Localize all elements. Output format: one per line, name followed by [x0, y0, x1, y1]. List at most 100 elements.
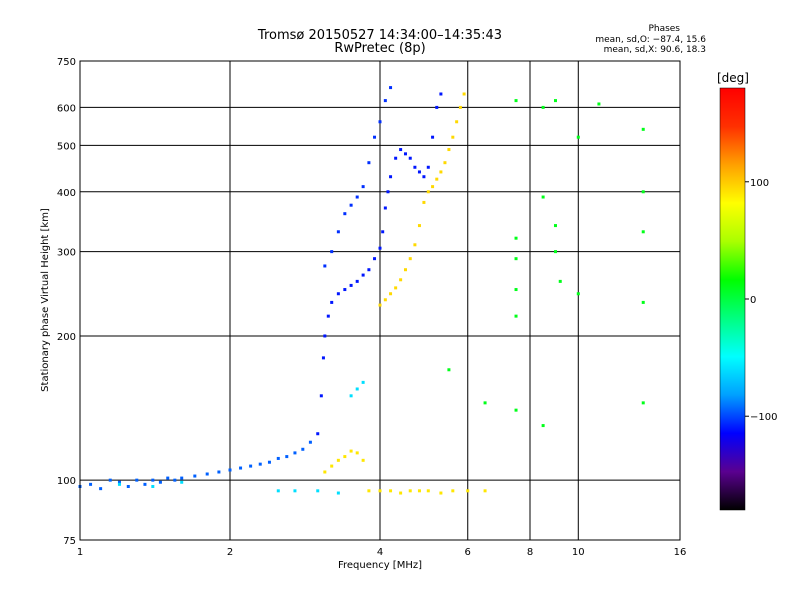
data-point: [394, 156, 398, 160]
phases-o-stats: mean, sd,O: −87.4, 15.6: [595, 35, 706, 45]
data-point: [413, 243, 417, 247]
data-point: [389, 175, 393, 179]
data-point: [408, 156, 412, 160]
data-point: [361, 273, 365, 277]
data-point: [319, 394, 323, 398]
data-point: [117, 482, 121, 486]
x-tick-label: 10: [572, 547, 585, 558]
data-point: [367, 489, 371, 493]
data-point: [462, 92, 466, 96]
data-point: [403, 152, 407, 156]
data-point: [343, 212, 347, 216]
data-point: [336, 458, 340, 462]
data-point: [355, 279, 359, 283]
data-point: [483, 489, 487, 493]
data-point: [349, 203, 353, 207]
x-tick-label: 6: [465, 547, 471, 558]
data-point: [641, 300, 645, 304]
colorbar-tick-label: 0: [750, 295, 756, 306]
data-point: [323, 264, 327, 268]
data-point: [323, 334, 327, 338]
data-point: [426, 489, 430, 493]
data-point: [258, 462, 262, 466]
data-point: [193, 474, 197, 478]
data-point: [301, 447, 305, 451]
data-point: [399, 278, 403, 282]
data-point: [383, 298, 387, 302]
data-point: [158, 480, 162, 484]
data-point: [228, 468, 232, 472]
data-point: [597, 102, 601, 106]
data-point: [330, 300, 334, 304]
data-point: [413, 165, 417, 169]
x-tick-label: 16: [674, 547, 687, 558]
data-point: [180, 480, 184, 484]
data-point: [249, 464, 253, 468]
data-point: [336, 230, 340, 234]
data-point: [355, 451, 359, 455]
data-point: [431, 135, 435, 139]
colorbar: [719, 87, 746, 511]
data-point: [408, 489, 412, 493]
data-point: [514, 236, 518, 240]
data-point: [439, 170, 443, 174]
data-point: [426, 165, 430, 169]
data-point: [143, 482, 147, 486]
data-point: [399, 491, 403, 495]
data-point: [276, 489, 280, 493]
data-point: [293, 489, 297, 493]
data-point: [126, 484, 130, 488]
data-point: [378, 246, 382, 250]
data-point: [276, 456, 280, 460]
data-point: [89, 482, 93, 486]
x-axis-label: Frequency [MHz]: [338, 560, 422, 571]
data-point: [403, 268, 407, 272]
y-tick-label: 750: [57, 57, 76, 68]
data-point: [383, 206, 387, 210]
data-point: [514, 288, 518, 292]
data-point: [439, 92, 443, 96]
colorbar-ticks: 100 0 −100: [745, 178, 777, 423]
data-point: [99, 487, 103, 491]
data-point: [349, 283, 353, 287]
data-point: [558, 279, 562, 283]
data-point: [417, 170, 421, 174]
y-axis-label: Stationary phase Virtual Height [km]: [40, 208, 51, 392]
data-point: [451, 489, 455, 493]
data-point: [439, 491, 443, 495]
x-tick-label: 4: [377, 547, 383, 558]
data-point: [514, 408, 518, 412]
y-tick-label: 400: [57, 188, 76, 199]
y-tick-label: 75: [63, 536, 76, 547]
data-point: [451, 135, 455, 139]
data-point: [553, 224, 557, 228]
x-tick-label: 8: [527, 547, 533, 558]
data-point: [381, 230, 385, 234]
data-point: [417, 489, 421, 493]
y-tick-label: 300: [57, 248, 76, 259]
data-point: [514, 99, 518, 103]
data-point: [166, 476, 170, 480]
data-point: [641, 127, 645, 131]
data-point: [336, 292, 340, 296]
data-point: [373, 257, 377, 261]
data-points: [78, 86, 645, 495]
data-point: [217, 470, 221, 474]
data-point: [378, 120, 382, 124]
data-point: [343, 455, 347, 459]
data-point: [426, 190, 430, 194]
chart-title: Tromsø 20150527 14:34:00–14:35:43: [257, 28, 503, 43]
data-point: [117, 480, 121, 484]
data-point: [316, 432, 320, 436]
data-point: [135, 478, 139, 482]
y-tick-label: 200: [57, 332, 76, 343]
data-point: [361, 458, 365, 462]
data-point: [576, 292, 580, 296]
data-point: [173, 478, 177, 482]
data-point: [355, 387, 359, 391]
data-point: [389, 489, 393, 493]
data-point: [330, 250, 334, 254]
data-point: [361, 380, 365, 384]
data-point: [466, 489, 470, 493]
data-point: [349, 394, 353, 398]
